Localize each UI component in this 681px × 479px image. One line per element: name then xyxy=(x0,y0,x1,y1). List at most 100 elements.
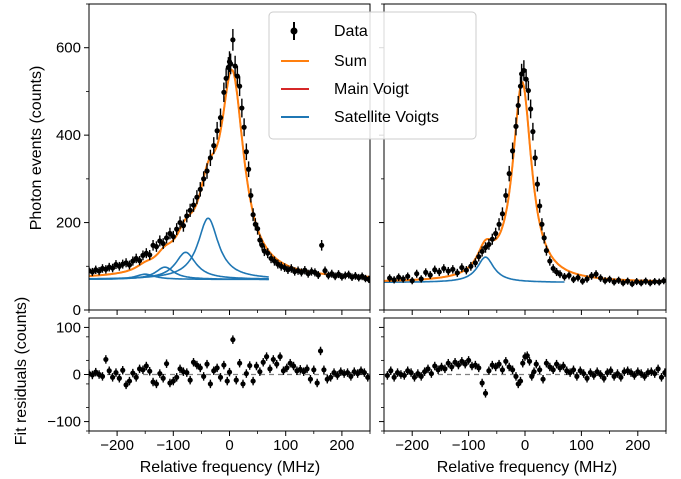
data-point xyxy=(476,254,482,260)
residual-point xyxy=(432,363,438,369)
data-point xyxy=(223,75,229,81)
residual-point xyxy=(110,374,116,380)
legend-main-label: Main Voigt xyxy=(334,81,409,98)
residual-point xyxy=(348,373,354,379)
residual-point xyxy=(260,359,266,365)
data-point xyxy=(638,280,644,286)
data-point xyxy=(436,269,442,275)
residual-point xyxy=(317,348,324,354)
legend: Data Sum Main Voigt Satellite Voigts xyxy=(268,11,477,140)
residual-point xyxy=(116,375,122,381)
data-point xyxy=(136,258,143,264)
data-point xyxy=(201,176,207,182)
panel-top-left: 0 200 400 600 xyxy=(56,3,371,319)
residual-point xyxy=(277,354,283,360)
residual-point xyxy=(428,370,434,377)
data-point xyxy=(197,186,203,192)
panel-bottom-right: −200 −100 0 100 200 xyxy=(379,317,667,454)
residual-point xyxy=(655,366,661,372)
data-point xyxy=(239,105,245,111)
data-point xyxy=(450,266,456,272)
x-tick-label: 0 xyxy=(521,437,529,454)
data-point xyxy=(509,148,516,154)
residual-point xyxy=(553,361,560,367)
legend-sum-label: Sum xyxy=(334,53,367,70)
data-point xyxy=(167,230,173,237)
data-point xyxy=(652,278,658,285)
data-point xyxy=(445,268,451,274)
residual-point xyxy=(157,370,163,377)
data-point xyxy=(396,274,402,280)
residual-point xyxy=(290,363,297,369)
residual-point xyxy=(574,373,580,379)
data-point xyxy=(190,202,197,208)
residual-point xyxy=(204,361,210,367)
residual-point xyxy=(584,375,590,381)
data-point xyxy=(163,235,170,241)
y-tick-label: 0 xyxy=(73,302,81,319)
data-point xyxy=(237,83,243,89)
data-point xyxy=(523,76,529,82)
data-point xyxy=(194,194,200,200)
data-point xyxy=(366,276,370,282)
residual-point xyxy=(401,372,407,379)
data-point xyxy=(656,279,662,285)
residual-point xyxy=(560,363,566,369)
residual-point xyxy=(524,353,530,359)
residual-point xyxy=(224,378,230,384)
residual-point xyxy=(160,375,166,381)
data-point xyxy=(503,192,509,199)
residual-point xyxy=(147,368,153,374)
data-point xyxy=(530,129,536,135)
data-point xyxy=(472,260,478,266)
data-point xyxy=(423,269,429,276)
data-point xyxy=(221,89,227,95)
residual-point xyxy=(597,371,604,378)
ylabel-bottom: Fit residuals (counts) xyxy=(13,297,30,446)
plot-area xyxy=(384,351,666,398)
data-point xyxy=(427,272,433,278)
plot-area xyxy=(89,28,370,284)
residual-point xyxy=(217,374,224,380)
data-point xyxy=(232,63,238,69)
residual-point xyxy=(344,370,351,376)
residual-point xyxy=(631,372,638,379)
data-point xyxy=(170,233,176,240)
data-point xyxy=(207,155,213,161)
data-point xyxy=(547,258,553,264)
y-tick-label: 400 xyxy=(56,127,81,144)
x-tick-label: −200 xyxy=(100,437,134,454)
y-tick-label: −100 xyxy=(47,414,81,431)
residual-point xyxy=(531,369,537,375)
data-point xyxy=(515,102,521,109)
plot-area xyxy=(384,60,666,288)
data-point xyxy=(414,271,420,277)
residual-point xyxy=(250,378,256,384)
residual-point xyxy=(608,368,614,374)
residual-point xyxy=(314,380,320,386)
data-point xyxy=(271,258,278,264)
residual-point xyxy=(503,358,509,364)
data-point xyxy=(257,237,263,243)
residual-point xyxy=(207,381,213,387)
residual-point xyxy=(187,377,193,383)
residual-point xyxy=(455,362,462,368)
residual-point xyxy=(550,367,556,373)
data-point xyxy=(602,278,608,284)
residual-point xyxy=(570,367,577,373)
residual-point xyxy=(520,360,526,366)
residual-point xyxy=(221,362,227,368)
data-point xyxy=(468,263,474,269)
data-point xyxy=(489,236,495,242)
data-point xyxy=(575,275,581,281)
residual-point xyxy=(321,367,327,373)
x-tick-label: 200 xyxy=(625,437,650,454)
residual-point xyxy=(99,373,106,379)
residual-point xyxy=(618,374,624,380)
residual-point xyxy=(233,377,239,383)
data-point xyxy=(250,212,256,218)
data-point xyxy=(521,67,527,74)
residual-point xyxy=(214,365,220,371)
ylabel-top: Photon events (counts) xyxy=(28,66,45,231)
data-point xyxy=(126,262,133,268)
